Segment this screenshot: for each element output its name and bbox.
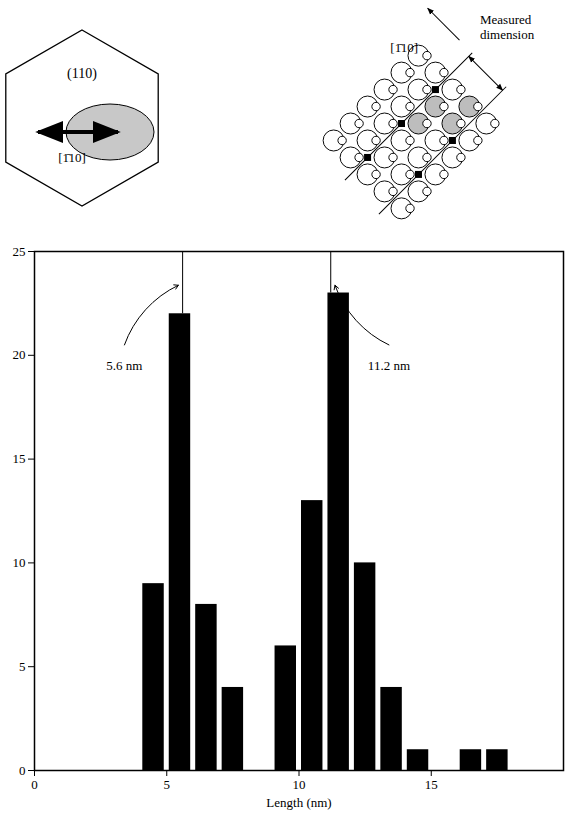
svg-text:(110): (110)	[67, 66, 97, 82]
svg-text:5: 5	[19, 659, 26, 674]
svg-text:25: 25	[13, 244, 26, 259]
svg-text:Measureddimension: Measureddimension	[480, 12, 535, 42]
svg-text:15: 15	[13, 451, 26, 466]
svg-text:5.6 nm: 5.6 nm	[106, 358, 142, 373]
svg-text:0: 0	[19, 763, 26, 778]
svg-text:15: 15	[425, 777, 438, 792]
svg-text:[1̄10]: [1̄10]	[390, 40, 418, 55]
svg-text:10: 10	[293, 777, 306, 792]
svg-text:[1̄10]: [1̄10]	[58, 150, 86, 165]
svg-text:20: 20	[13, 347, 26, 362]
svg-text:11.2 nm: 11.2 nm	[368, 358, 410, 373]
svg-text:Length (nm): Length (nm)	[266, 795, 331, 810]
svg-text:5: 5	[164, 777, 171, 792]
svg-text:10: 10	[13, 555, 26, 570]
svg-text:0: 0	[31, 777, 38, 792]
